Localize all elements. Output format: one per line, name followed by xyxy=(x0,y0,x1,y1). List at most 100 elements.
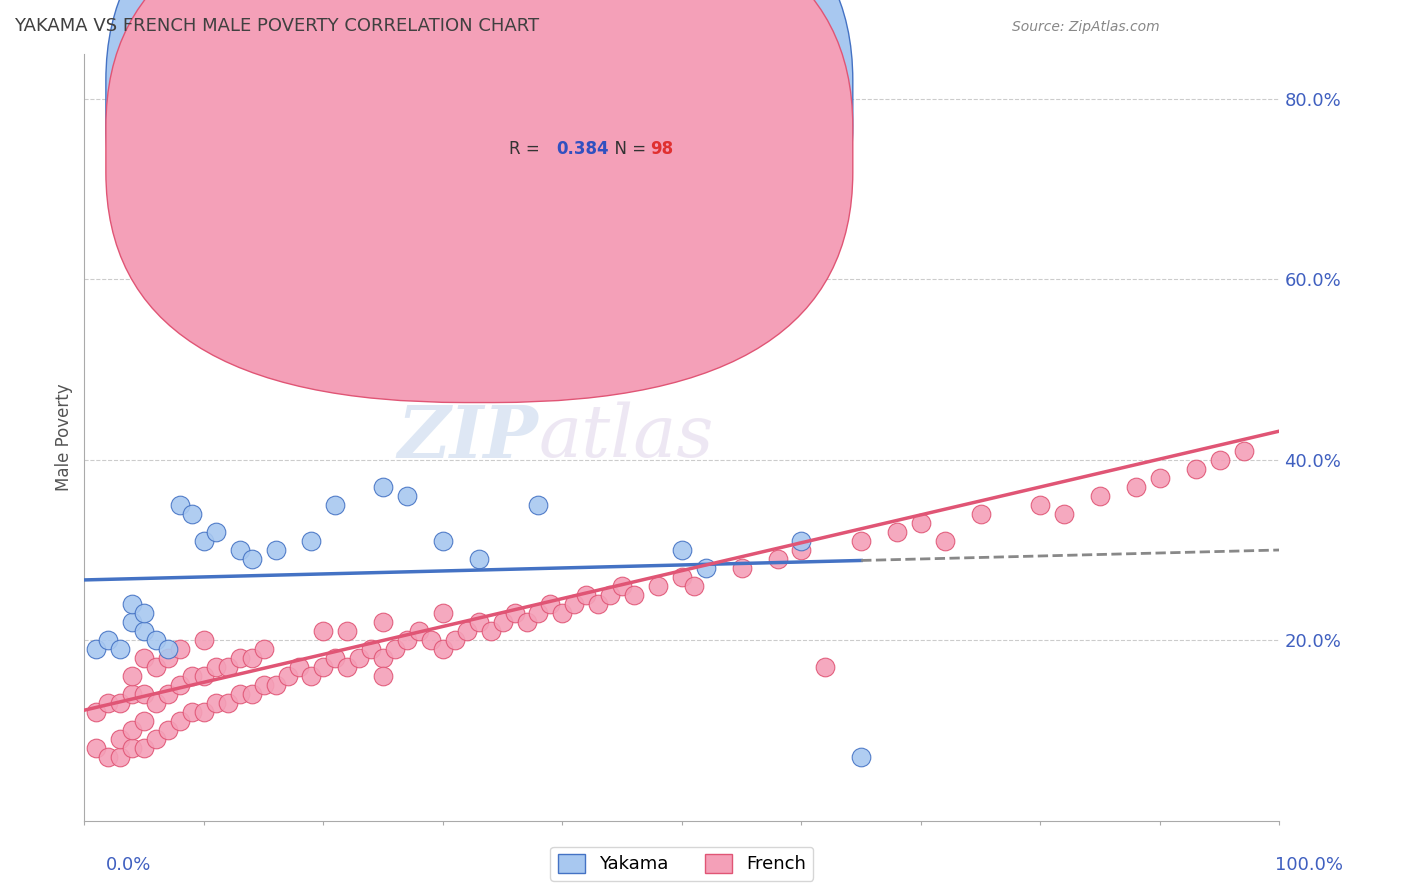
Point xyxy=(671,570,693,584)
Point xyxy=(479,624,502,639)
Point xyxy=(1209,452,1232,467)
Text: 100.0%: 100.0% xyxy=(1275,855,1343,873)
Point xyxy=(253,642,276,657)
Point xyxy=(420,633,443,648)
Point xyxy=(312,660,335,674)
Text: 0.0%: 0.0% xyxy=(105,855,150,873)
Point xyxy=(647,579,669,593)
Point xyxy=(790,542,813,557)
Point xyxy=(264,678,287,692)
Point xyxy=(181,706,204,720)
Text: N =: N = xyxy=(605,140,651,159)
Point xyxy=(121,723,143,738)
Y-axis label: Male Poverty: Male Poverty xyxy=(55,384,73,491)
Point xyxy=(492,615,515,629)
Point xyxy=(360,642,382,657)
Point xyxy=(851,533,873,548)
Point xyxy=(86,642,108,657)
Point xyxy=(169,678,191,692)
Point xyxy=(157,642,180,657)
Point xyxy=(373,480,395,494)
Point xyxy=(934,533,956,548)
Point xyxy=(612,579,634,593)
Point xyxy=(349,651,371,665)
Point xyxy=(551,606,574,620)
Point xyxy=(886,524,908,539)
Point xyxy=(169,642,191,657)
Point xyxy=(851,750,873,764)
Point xyxy=(157,651,180,665)
Text: YAKAMA VS FRENCH MALE POVERTY CORRELATION CHART: YAKAMA VS FRENCH MALE POVERTY CORRELATIO… xyxy=(14,17,538,35)
Point xyxy=(157,723,180,738)
Point xyxy=(1053,507,1076,521)
Point xyxy=(456,624,478,639)
Point xyxy=(240,552,263,566)
Point xyxy=(1029,498,1052,512)
Point xyxy=(814,660,837,674)
Text: 98: 98 xyxy=(650,140,672,159)
Point xyxy=(527,606,550,620)
Point xyxy=(1090,489,1112,503)
Point xyxy=(396,633,419,648)
Point xyxy=(193,633,215,648)
Point xyxy=(373,615,395,629)
Point xyxy=(86,741,108,756)
Point xyxy=(121,741,143,756)
Text: ZIP: ZIP xyxy=(398,401,538,473)
Point xyxy=(145,732,167,747)
FancyBboxPatch shape xyxy=(449,69,724,184)
Point xyxy=(373,651,395,665)
Point xyxy=(312,624,335,639)
Point xyxy=(193,669,215,683)
Point xyxy=(132,687,156,701)
Point xyxy=(121,669,143,683)
Point xyxy=(97,696,120,710)
Point xyxy=(790,533,813,548)
Point xyxy=(181,507,204,521)
Text: atlas: atlas xyxy=(538,401,714,473)
Point xyxy=(181,669,204,683)
Point xyxy=(229,651,252,665)
Point xyxy=(110,696,132,710)
Point xyxy=(527,498,550,512)
Point xyxy=(408,164,430,178)
Point xyxy=(336,660,359,674)
Text: 0.384: 0.384 xyxy=(557,140,609,159)
Point xyxy=(408,624,430,639)
Point xyxy=(731,561,754,575)
Point xyxy=(575,588,598,602)
Point xyxy=(432,606,454,620)
Point xyxy=(277,669,299,683)
Point xyxy=(132,714,156,729)
Legend: Yakama, French: Yakama, French xyxy=(551,847,813,880)
Point xyxy=(599,588,621,602)
Point xyxy=(540,597,562,611)
Point xyxy=(301,669,323,683)
FancyBboxPatch shape xyxy=(105,0,853,357)
Point xyxy=(1125,480,1147,494)
Point xyxy=(623,588,645,602)
Point xyxy=(612,281,634,295)
Point xyxy=(1149,471,1171,485)
Point xyxy=(373,669,395,683)
Point xyxy=(671,542,693,557)
Text: R =: R = xyxy=(509,95,550,112)
Point xyxy=(145,633,167,648)
Point xyxy=(503,606,526,620)
Point xyxy=(910,516,932,530)
Point xyxy=(695,561,717,575)
Point xyxy=(970,507,993,521)
Point xyxy=(564,597,586,611)
Point xyxy=(86,706,108,720)
Point xyxy=(110,732,132,747)
Point xyxy=(623,254,645,268)
Point xyxy=(683,579,706,593)
Point xyxy=(325,498,347,512)
Point xyxy=(766,552,789,566)
Point xyxy=(240,687,263,701)
Text: 0.317: 0.317 xyxy=(557,95,609,112)
Text: R =: R = xyxy=(509,140,550,159)
Point xyxy=(1185,461,1208,475)
Point xyxy=(145,660,167,674)
Point xyxy=(1233,443,1256,458)
